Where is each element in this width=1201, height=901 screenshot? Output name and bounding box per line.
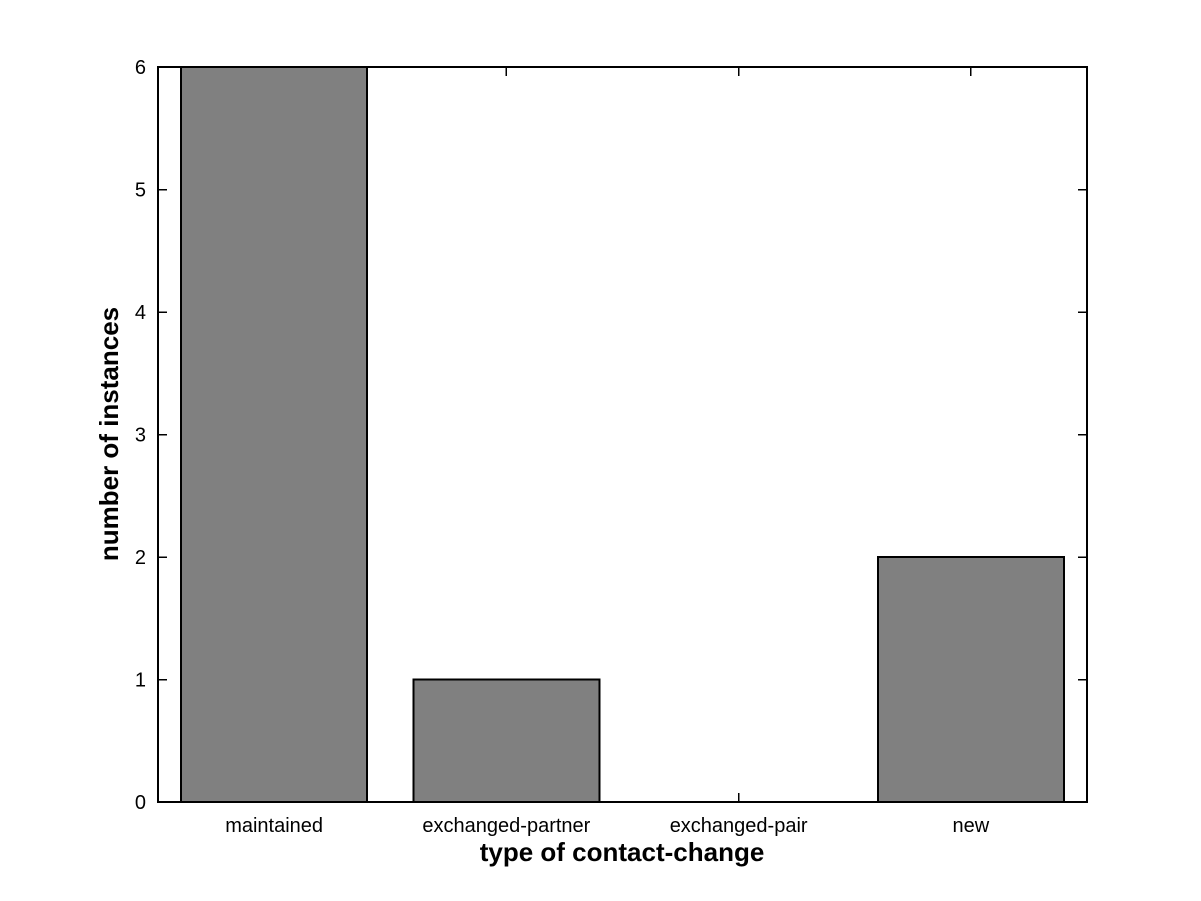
x-axis-label: type of contact-change xyxy=(480,837,765,867)
bar-maintained xyxy=(180,66,369,803)
y-tick-label-3: 3 xyxy=(135,425,146,447)
x-tick-label-new: new xyxy=(953,815,990,837)
x-tick-label-exchanged-partner: exchanged-partner xyxy=(422,815,590,837)
axes-box xyxy=(157,66,1088,803)
plot-border xyxy=(157,66,1088,803)
bars xyxy=(180,66,1065,803)
tick-labels: 0 1 2 3 4 5 6 maintained exchanged-partner exchan… xyxy=(135,57,990,837)
x-tick-label-exchanged-pair: exchanged-pair xyxy=(670,815,808,837)
x-tick-label-maintained: maintained xyxy=(225,815,323,837)
bar-exchanged-partner xyxy=(412,678,601,803)
y-tick-label-4: 4 xyxy=(135,302,146,324)
bar-new xyxy=(876,556,1065,803)
y-tick-label-6: 6 xyxy=(135,57,146,79)
y-tick-label-0: 0 xyxy=(135,792,146,814)
y-axis-label: number of instances xyxy=(94,307,124,561)
y-tick-label-1: 1 xyxy=(135,670,146,692)
y-tick-label-5: 5 xyxy=(135,180,146,202)
y-tick-label-2: 2 xyxy=(135,547,146,569)
